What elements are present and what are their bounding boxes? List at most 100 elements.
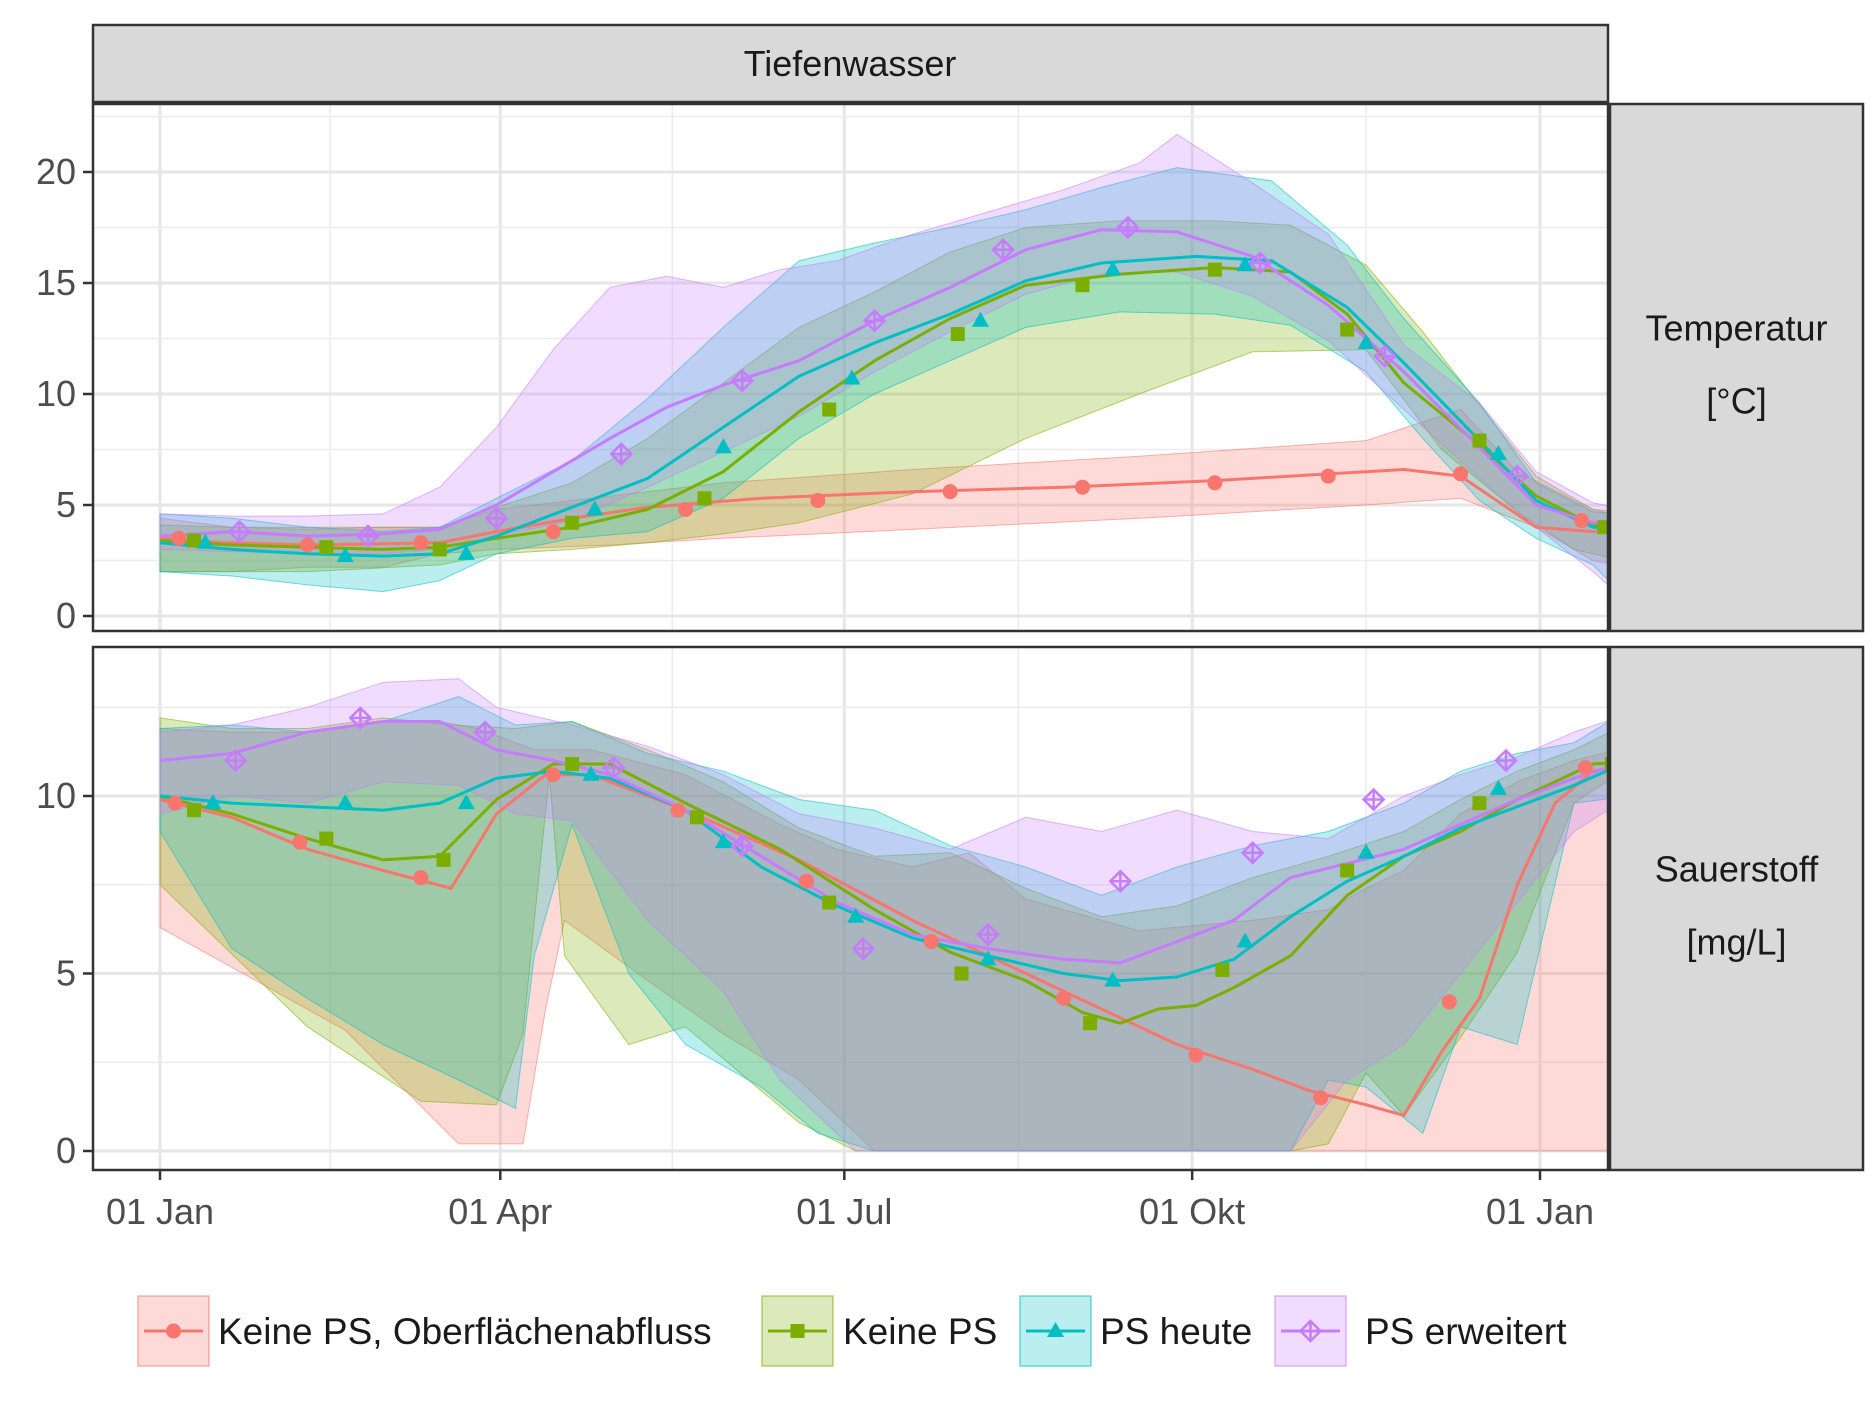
ribbon-ps-heute: [159, 167, 1608, 593]
marker-keine-ps-oberfl-chenabfluss: [942, 484, 958, 500]
marker-keine-ps: [1604, 757, 1608, 772]
marker-keine-ps: [697, 491, 712, 506]
marker-ps-erweitert: [1361, 787, 1386, 812]
ribbon-ps-erweitert: [159, 133, 1608, 586]
marker-ps-erweitert: [356, 524, 380, 548]
x-tick-label: 01 Jan: [106, 1191, 214, 1232]
marker-keine-ps-oberfl-chenabfluss: [678, 501, 694, 517]
marker-ps-heute: [714, 438, 732, 454]
marker-keine-ps-oberfl-chenabfluss: [545, 767, 561, 783]
marker-ps-erweitert: [1240, 841, 1265, 865]
marker-keine-ps-oberfl-chenabfluss: [1453, 466, 1469, 482]
marker-keine-ps: [1340, 863, 1355, 878]
legend: Keine PS, Oberflächenabfluss Keine PS PS h…: [137, 1295, 1567, 1367]
x-tick-label: 01 Apr: [448, 1191, 552, 1232]
y-tick-label: 15: [36, 262, 76, 303]
marker-keine-ps-oberfl-chenabfluss: [1441, 994, 1457, 1010]
marker-keine-ps-oberfl-chenabfluss: [171, 530, 187, 546]
marker-keine-ps: [187, 533, 202, 548]
marker-keine-ps-oberfl-chenabfluss: [1574, 513, 1590, 529]
marker-keine-ps: [1597, 520, 1608, 535]
series-lines: [159, 215, 1608, 563]
marker-ps-heute: [1047, 1322, 1064, 1337]
y-axis: 0 5 10: [36, 775, 93, 1171]
legend-item-keine-ps-oberfl-chenabfluss: Keine PS, Oberflächenabfluss: [137, 1295, 712, 1367]
marker-ps-heute: [196, 533, 214, 549]
y-tick-label: 20: [36, 151, 76, 192]
legend-label: Keine PS, Oberflächenabfluss: [218, 1311, 712, 1352]
marker-keine-ps-oberfl-chenabfluss: [1075, 479, 1091, 495]
gridlines: [93, 104, 1608, 631]
marker-ps-erweitert: [991, 237, 1015, 262]
legend-item-ps-heute: PS heute: [1019, 1295, 1252, 1367]
marker-ps-heute: [1357, 843, 1375, 859]
marker-ps-heute: [1489, 444, 1507, 460]
y-tick-label: 0: [56, 595, 76, 636]
marker-ps-heute: [714, 833, 732, 849]
marker-ps-erweitert: [851, 936, 876, 961]
line-ps-erweitert: [159, 228, 1608, 538]
marker-ps-heute: [586, 500, 604, 516]
marker-keine-ps-oberfl-chenabfluss: [167, 795, 183, 811]
y-tick-label: 10: [36, 775, 76, 816]
marker-ps-erweitert: [227, 519, 252, 544]
marker-keine-ps-oberfl-chenabfluss: [545, 524, 561, 540]
marker-keine-ps-oberfl-chenabfluss: [1207, 475, 1223, 491]
x-tick-label: 01 Jan: [1486, 1191, 1594, 1232]
marker-keine-ps: [1207, 262, 1222, 277]
facet-strip-label: [mg/L]: [1686, 922, 1786, 963]
marker-keine-ps: [1472, 796, 1487, 811]
marker-ps-erweitert: [484, 506, 509, 531]
facet-strip-label: Temperatur: [1645, 308, 1827, 349]
series-lines: [159, 706, 1608, 1117]
marker-keine-ps-oberfl-chenabfluss: [1056, 990, 1072, 1006]
marker-keine-ps-oberfl-chenabfluss: [1577, 760, 1593, 776]
y-tick-label: 0: [56, 1130, 76, 1171]
marker-keine-ps: [1215, 962, 1230, 977]
marker-ps-erweitert: [348, 706, 373, 730]
marker-keine-ps: [319, 540, 334, 555]
marker-ps-erweitert: [862, 308, 887, 333]
marker-keine-ps-oberfl-chenabfluss: [166, 1323, 181, 1339]
line-keine-ps: [159, 761, 1608, 1025]
panel-border: [91, 102, 1610, 633]
ribbon-keine-ps: [159, 717, 1608, 1152]
marker-ps-erweitert: [1248, 251, 1272, 275]
marker-ps-heute: [1104, 971, 1122, 987]
marker-ps-heute: [1489, 779, 1507, 795]
marker-ps-erweitert: [1298, 1319, 1323, 1343]
marker-ps-heute: [843, 369, 861, 385]
marker-ps-heute: [336, 547, 354, 563]
x-tick-label: 01 Okt: [1139, 1191, 1245, 1232]
y-tick-label: 5: [56, 953, 76, 994]
marker-keine-ps: [319, 831, 334, 846]
marker-keine-ps-oberfl-chenabfluss: [292, 834, 308, 850]
marker-ps-heute: [336, 794, 354, 810]
marker-ps-erweitert: [609, 442, 634, 466]
facet-strip-label: Sauerstoff: [1655, 849, 1819, 890]
legend-label: PS heute: [1100, 1311, 1252, 1352]
marker-keine-ps: [565, 515, 580, 530]
marker-ps-heute: [1236, 932, 1254, 948]
marker-keine-ps-oberfl-chenabfluss: [413, 535, 429, 551]
panel-border: [91, 645, 1610, 1172]
y-tick-label: 10: [36, 373, 76, 414]
marker-keine-ps-oberfl-chenabfluss: [299, 537, 315, 553]
ribbon-keine-ps-oberfl-chenabfluss: [159, 721, 1608, 1152]
marker-ps-erweitert: [1494, 748, 1518, 773]
marker-ps-erweitert: [1108, 869, 1133, 893]
panel-sauerstoff: 0 5 10 Sauerstoff [mg/L]: [36, 645, 1865, 1172]
line-ps-erweitert: [159, 720, 1608, 965]
marker-ps-erweitert: [1505, 464, 1530, 488]
marker-keine-ps: [790, 1324, 805, 1338]
marker-keine-ps-oberfl-chenabfluss: [1188, 1047, 1204, 1063]
marker-keine-ps-oberfl-chenabfluss: [923, 934, 939, 950]
marker-keine-ps-oberfl-chenabfluss: [413, 870, 429, 886]
marker-keine-ps-oberfl-chenabfluss: [799, 873, 815, 889]
marker-ps-heute: [1357, 333, 1375, 349]
facet-strip-top-label: Tiefenwasser: [744, 43, 957, 84]
marker-ps-heute: [847, 907, 865, 923]
marker-ps-heute: [979, 950, 997, 966]
marker-ps-erweitert: [730, 833, 755, 858]
